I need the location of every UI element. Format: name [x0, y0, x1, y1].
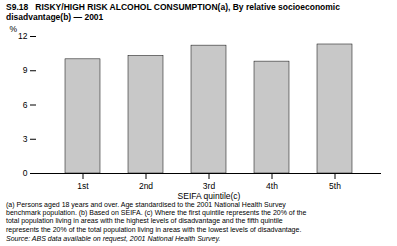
svg-text:6: 6 [23, 100, 28, 110]
html-text:benchmark population. (b) Base: benchmark population. (b) Based on SEIFA… [6, 209, 307, 217]
svg-text:0: 0 [23, 168, 28, 178]
svg-text:%: % [10, 24, 18, 34]
html-text:total population living in are: total population living in areas with th… [6, 217, 283, 225]
svg-text:9: 9 [23, 65, 28, 75]
svg-text:2nd: 2nd [139, 181, 153, 191]
html-text:Source: ABS data available on: Source: ABS data available on request, 2… [6, 234, 221, 242]
svg-text:3rd: 3rd [203, 181, 216, 191]
svg-text:3: 3 [23, 134, 28, 144]
svg-text:4th: 4th [266, 181, 278, 191]
svg-text:1st: 1st [77, 181, 89, 191]
html-text:S9.18 RISKY/HIGH RISK ALCOHOL: S9.18 RISKY/HIGH RISK ALCOHOL CONSUMPTIO… [6, 2, 343, 22]
svg-text:12: 12 [18, 31, 28, 41]
svg-text:5th: 5th [329, 181, 341, 191]
html-text:represents the 20% of the tota: represents the 20% of the total populati… [6, 225, 302, 233]
svg-text:SEIFA quintile(c): SEIFA quintile(c) [178, 191, 241, 201]
html-text:(a) Persons aged 18 years and: (a) Persons aged 18 years and over. Age … [6, 201, 286, 208]
